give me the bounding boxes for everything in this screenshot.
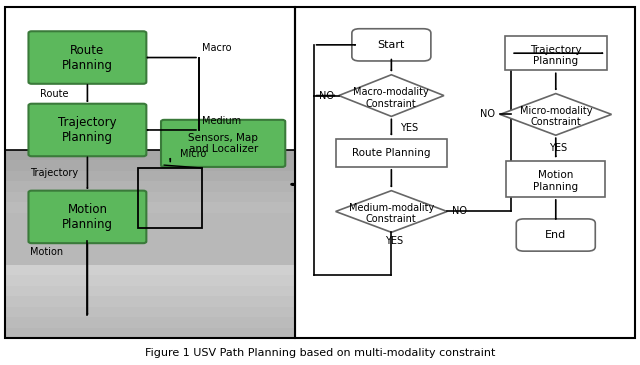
Text: Route
Planning: Route Planning xyxy=(62,43,113,72)
Bar xyxy=(4,7,294,338)
FancyBboxPatch shape xyxy=(28,31,147,84)
Bar xyxy=(4,234,294,244)
Text: YES: YES xyxy=(549,143,568,153)
Text: Medium: Medium xyxy=(202,116,241,126)
Polygon shape xyxy=(339,75,444,116)
Text: YES: YES xyxy=(385,237,403,246)
Text: Route: Route xyxy=(40,89,68,99)
FancyBboxPatch shape xyxy=(335,139,447,167)
Text: Trajectory
Planning: Trajectory Planning xyxy=(58,116,116,144)
Text: Trajectory: Trajectory xyxy=(530,45,582,54)
Text: Medium-modality: Medium-modality xyxy=(349,203,434,213)
Text: Micro: Micro xyxy=(180,149,206,159)
Text: Motion
Planning: Motion Planning xyxy=(62,203,113,231)
Text: Motion: Motion xyxy=(30,247,63,257)
Bar xyxy=(4,181,294,192)
Text: NO: NO xyxy=(480,110,495,119)
Bar xyxy=(4,265,294,276)
Text: Sensors, Map
and Localizer: Sensors, Map and Localizer xyxy=(188,132,258,154)
FancyBboxPatch shape xyxy=(516,219,595,251)
Text: NO: NO xyxy=(452,207,467,216)
Text: End: End xyxy=(545,230,566,240)
FancyBboxPatch shape xyxy=(161,120,285,167)
Bar xyxy=(4,150,294,338)
Bar xyxy=(4,328,294,338)
Bar xyxy=(4,317,294,328)
Text: Start: Start xyxy=(378,40,405,50)
Bar xyxy=(138,168,202,228)
Bar xyxy=(4,276,294,286)
Text: NO: NO xyxy=(319,91,333,101)
Bar xyxy=(4,307,294,317)
Text: Micro-modality: Micro-modality xyxy=(520,106,592,116)
Text: Figure 1 USV Path Planning based on multi-modality constraint: Figure 1 USV Path Planning based on mult… xyxy=(145,349,495,358)
FancyBboxPatch shape xyxy=(505,36,607,70)
Text: Trajectory: Trajectory xyxy=(30,168,78,178)
Bar xyxy=(4,296,294,307)
Polygon shape xyxy=(335,191,447,232)
FancyBboxPatch shape xyxy=(506,161,605,197)
Bar xyxy=(294,7,636,338)
Text: Planning: Planning xyxy=(533,182,579,192)
Text: Macro: Macro xyxy=(202,43,232,54)
FancyBboxPatch shape xyxy=(352,29,431,61)
Bar xyxy=(4,160,294,171)
Text: Route Planning: Route Planning xyxy=(352,148,431,158)
Polygon shape xyxy=(500,93,612,135)
FancyBboxPatch shape xyxy=(28,191,147,243)
Text: Constraint: Constraint xyxy=(531,118,581,127)
Bar xyxy=(4,171,294,181)
Text: Constraint: Constraint xyxy=(366,99,417,108)
Text: Motion: Motion xyxy=(538,170,573,180)
Text: YES: YES xyxy=(399,123,418,132)
Bar xyxy=(4,213,294,223)
Bar xyxy=(4,192,294,202)
Text: Planning: Planning xyxy=(533,56,579,66)
Text: Constraint: Constraint xyxy=(366,215,417,224)
Bar xyxy=(4,286,294,296)
Bar xyxy=(4,244,294,254)
Bar xyxy=(4,223,294,234)
Text: Macro-modality: Macro-modality xyxy=(353,87,429,97)
Bar xyxy=(4,254,294,265)
FancyBboxPatch shape xyxy=(28,104,147,156)
Bar xyxy=(4,202,294,213)
Bar xyxy=(4,150,294,160)
